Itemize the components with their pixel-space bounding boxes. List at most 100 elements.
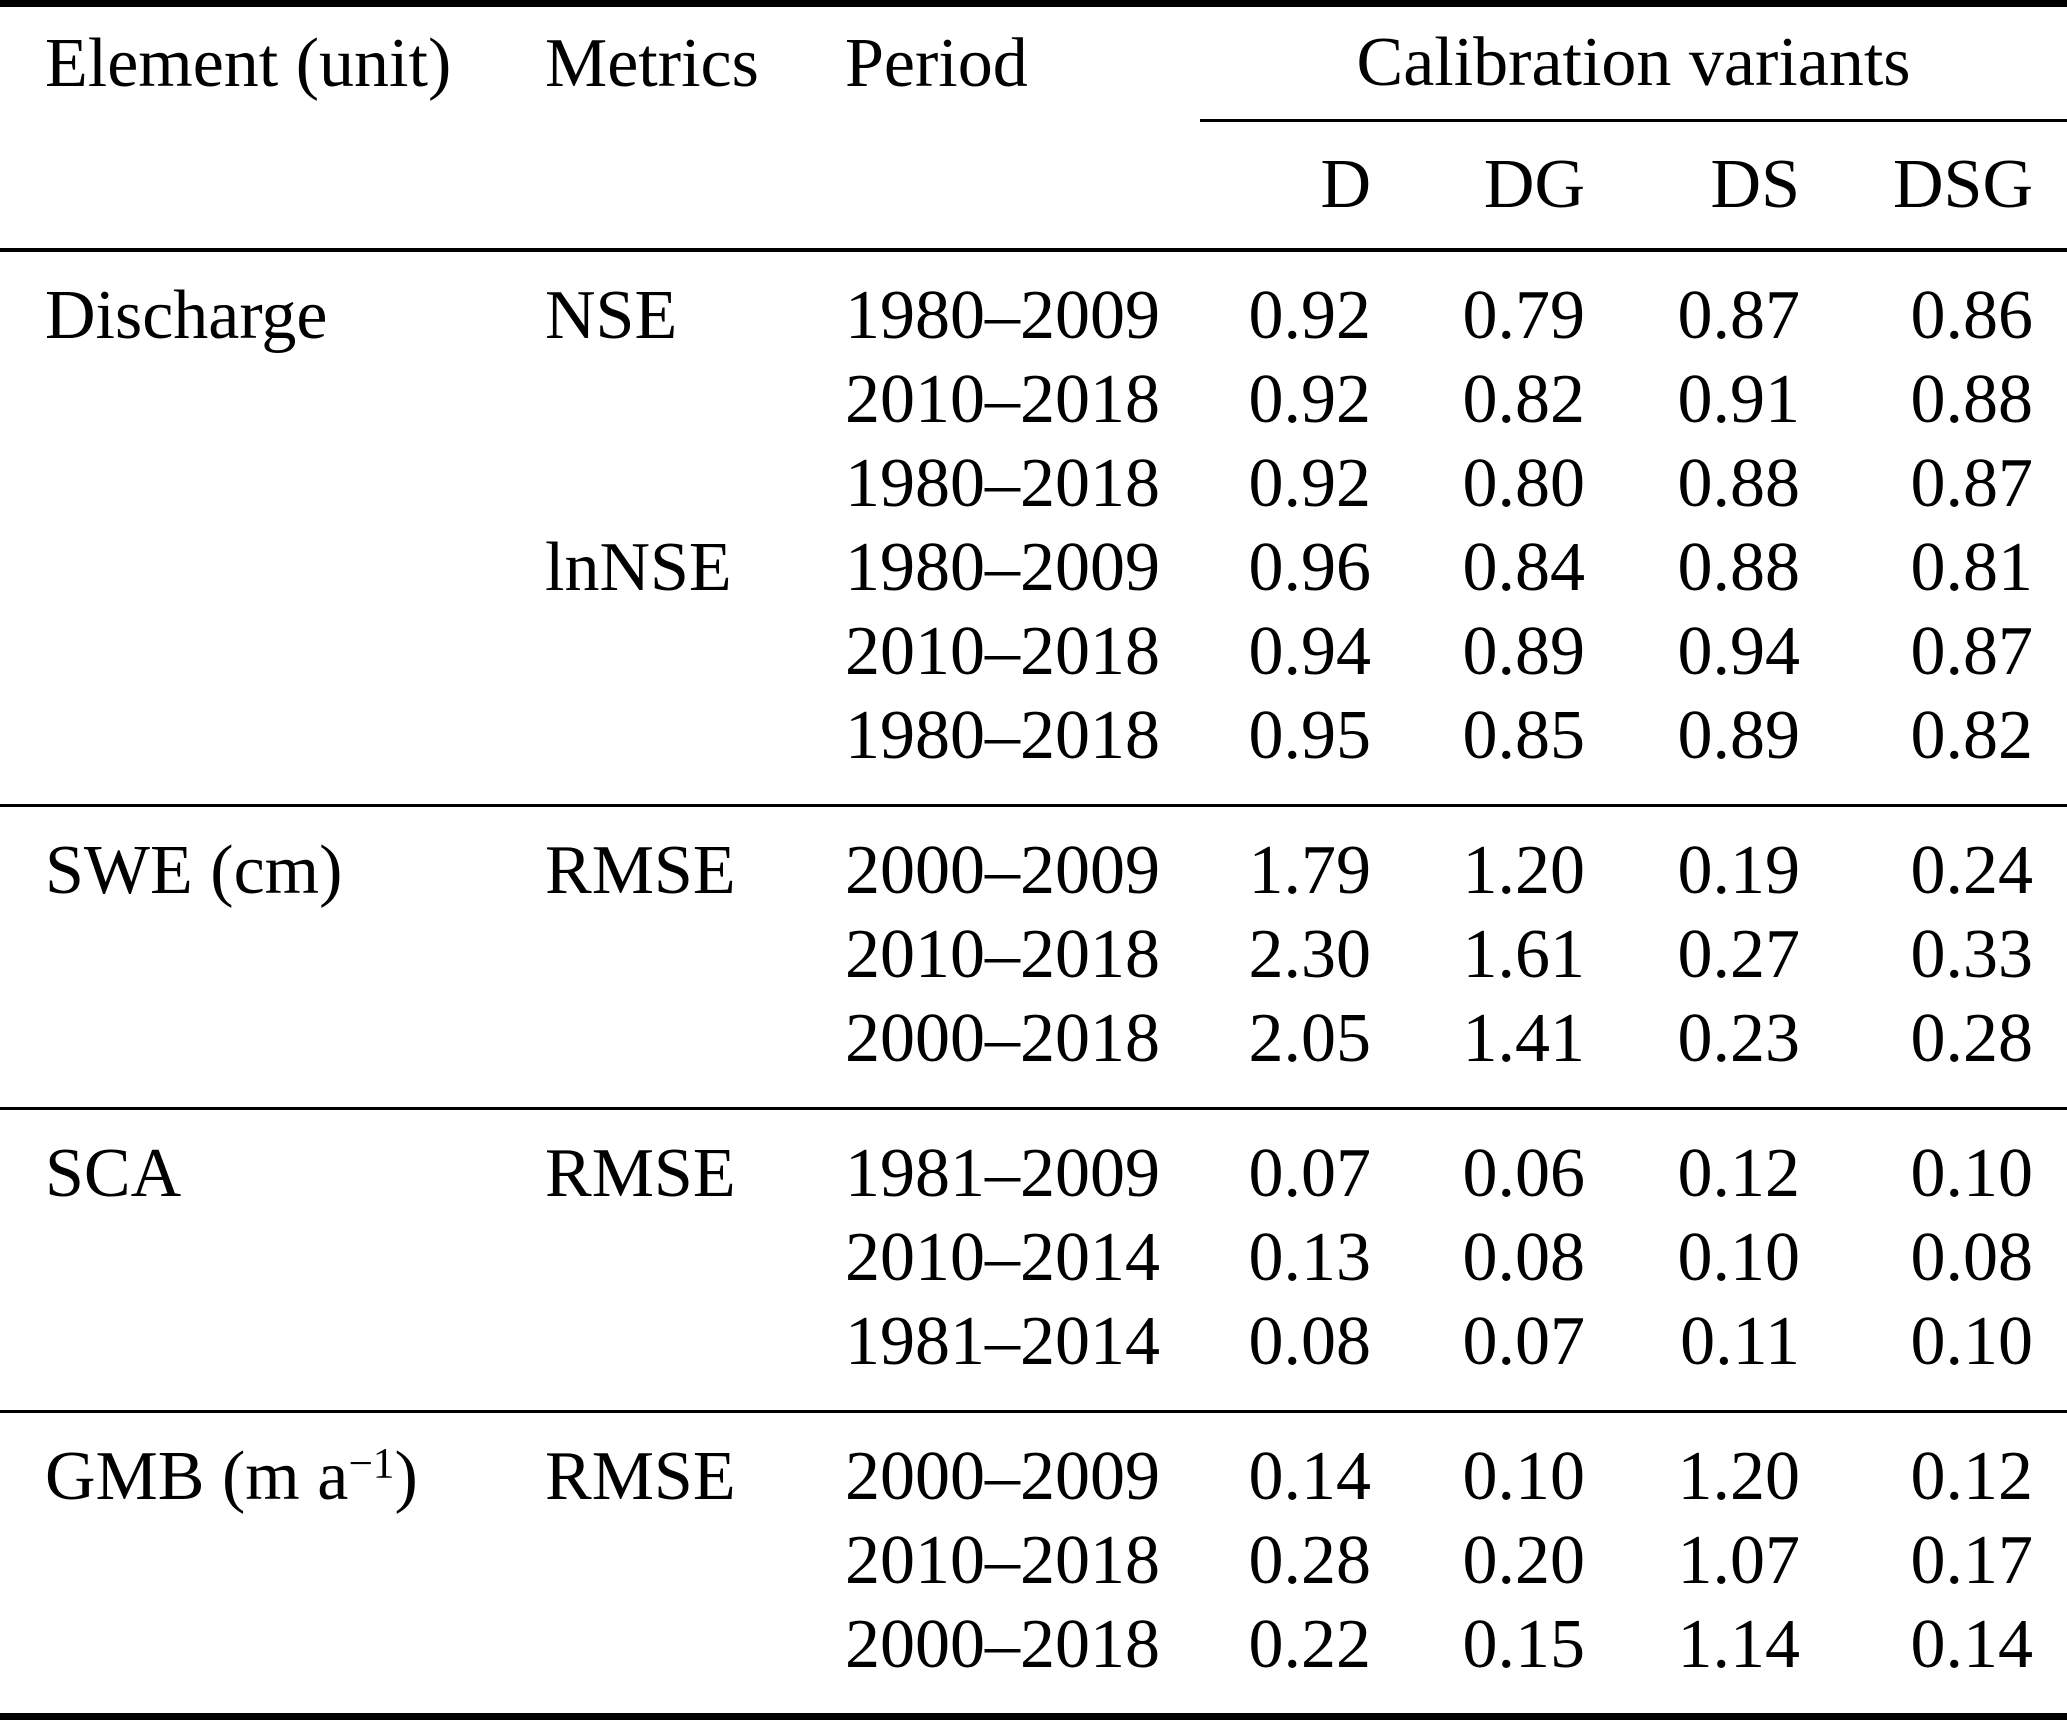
cell-element: SCA bbox=[0, 1107, 545, 1216]
table-row: GMB (m a−1) RMSE 2000–2009 0.14 0.10 1.2… bbox=[0, 1410, 2067, 1519]
cell-value: 2.30 bbox=[1248, 916, 1372, 993]
cell-value: 0.11 bbox=[1680, 1303, 1800, 1380]
header-row-variants: D DG DS DSG bbox=[0, 120, 2067, 252]
cell-value: 0.08 bbox=[1910, 1219, 2034, 1296]
section-gmb: GMB (m a−1) RMSE 2000–2009 0.14 0.10 1.2… bbox=[0, 1410, 2067, 1717]
cell-value: 0.82 bbox=[1910, 697, 2034, 774]
col-header-dsg: DSG bbox=[1800, 120, 2067, 252]
cell-metrics bbox=[545, 997, 845, 1109]
cell-value: 1.41 bbox=[1462, 1000, 1586, 1077]
cell-period: 1980–2009 bbox=[845, 529, 1160, 606]
cell-value: 0.82 bbox=[1462, 361, 1586, 438]
cell-period: 2010–2018 bbox=[845, 1522, 1160, 1599]
cell-period: 2010–2018 bbox=[845, 916, 1160, 993]
cell-value: 0.92 bbox=[1200, 248, 1371, 358]
cell-value: 0.15 bbox=[1462, 1606, 1586, 1683]
cell-period: 1980–2018 bbox=[845, 697, 1160, 774]
empty-header-cell bbox=[0, 120, 545, 252]
cell-value: 0.85 bbox=[1462, 697, 1586, 774]
table-row: 2010–2018 0.94 0.89 0.94 0.87 bbox=[0, 610, 2067, 694]
table-row: SWE (cm) RMSE 2000–2009 1.79 1.20 0.19 0… bbox=[0, 804, 2067, 913]
col-header-dg: DG bbox=[1371, 120, 1585, 252]
cell-metrics: RMSE bbox=[545, 804, 845, 913]
cell-metrics bbox=[545, 442, 845, 526]
cell-period: 2000–2009 bbox=[845, 804, 1200, 913]
cell-metrics: RMSE bbox=[545, 1107, 845, 1216]
col-header-element: Element (unit) bbox=[45, 24, 452, 102]
cell-metrics bbox=[545, 610, 845, 694]
cell-value: 1.61 bbox=[1462, 916, 1586, 993]
cell-value: 0.80 bbox=[1462, 445, 1586, 522]
cell-value: 0.95 bbox=[1248, 697, 1372, 774]
cell-value: 0.92 bbox=[1248, 361, 1372, 438]
table-row: 1981–2014 0.08 0.07 0.11 0.10 bbox=[0, 1300, 2067, 1412]
cell-value: 0.79 bbox=[1371, 248, 1585, 358]
cell-period: 2000–2009 bbox=[845, 1410, 1200, 1519]
table-row: 2010–2018 0.92 0.82 0.91 0.88 bbox=[0, 358, 2067, 442]
cell-value: 0.23 bbox=[1677, 1000, 1801, 1077]
header-row-groups: Element (unit) Metrics Period Calibratio… bbox=[0, 3, 2067, 122]
empty-header-cell bbox=[545, 120, 845, 252]
element-text: GMB (m a bbox=[45, 1438, 349, 1515]
cell-value: 0.10 bbox=[1800, 1107, 2067, 1216]
cell-value: 0.88 bbox=[1677, 529, 1801, 606]
cell-value: 0.07 bbox=[1462, 1303, 1586, 1380]
table-row: 1980–2018 0.92 0.80 0.88 0.87 bbox=[0, 442, 2067, 526]
cell-value: 0.19 bbox=[1585, 804, 1800, 913]
cell-value: 0.87 bbox=[1910, 445, 2034, 522]
cell-value: 0.88 bbox=[1910, 361, 2034, 438]
cell-value: 0.86 bbox=[1800, 248, 2067, 358]
cell-value: 1.79 bbox=[1200, 804, 1371, 913]
element-superscript: −1 bbox=[348, 1439, 395, 1488]
cell-value: 0.28 bbox=[1910, 1000, 2034, 1077]
cell-value: 0.20 bbox=[1462, 1522, 1586, 1599]
cell-value: 0.91 bbox=[1677, 361, 1801, 438]
cell-value: 2.05 bbox=[1248, 1000, 1372, 1077]
col-group-header-calibration-variants: Calibration variants bbox=[1200, 3, 2067, 122]
col-header-metrics: Metrics bbox=[545, 24, 759, 102]
cell-value: 0.94 bbox=[1677, 613, 1801, 690]
cell-period: 2000–2018 bbox=[845, 1000, 1160, 1077]
cell-value: 1.20 bbox=[1371, 804, 1585, 913]
cell-value: 1.14 bbox=[1677, 1606, 1801, 1683]
cell-metrics bbox=[545, 1519, 845, 1603]
cell-value: 0.84 bbox=[1462, 529, 1586, 606]
cell-value: 0.92 bbox=[1248, 445, 1372, 522]
table-row: 2010–2018 2.30 1.61 0.27 0.33 bbox=[0, 913, 2067, 997]
cell-value: 0.88 bbox=[1677, 445, 1801, 522]
cell-value: 0.28 bbox=[1248, 1522, 1372, 1599]
cell-element bbox=[0, 1216, 545, 1300]
table-row: 2000–2018 0.22 0.15 1.14 0.14 bbox=[0, 1603, 2067, 1717]
cell-element bbox=[0, 358, 545, 442]
cell-element bbox=[0, 1519, 545, 1603]
cell-value: 1.07 bbox=[1677, 1522, 1801, 1599]
cell-value: 0.89 bbox=[1462, 613, 1586, 690]
cell-period: 2010–2014 bbox=[845, 1219, 1160, 1296]
cell-period: 2010–2018 bbox=[845, 613, 1160, 690]
table-row: lnNSE 1980–2009 0.96 0.84 0.88 0.81 bbox=[0, 526, 2067, 610]
cell-value: 0.94 bbox=[1248, 613, 1372, 690]
cell-element: SWE (cm) bbox=[0, 804, 545, 913]
cell-metrics: lnNSE bbox=[545, 529, 732, 606]
cell-element bbox=[0, 1300, 545, 1412]
table-row: 2000–2018 2.05 1.41 0.23 0.28 bbox=[0, 997, 2067, 1109]
cell-value: 0.33 bbox=[1910, 916, 2034, 993]
col-header-period: Period bbox=[845, 24, 1028, 102]
table-row: SCA RMSE 1981–2009 0.07 0.06 0.12 0.10 bbox=[0, 1107, 2067, 1216]
cell-value: 0.10 bbox=[1910, 1303, 2034, 1380]
cell-value: 0.87 bbox=[1910, 613, 2034, 690]
cell-period: 1980–2009 bbox=[845, 248, 1200, 358]
cell-period: 2000–2018 bbox=[845, 1606, 1160, 1683]
cell-value: 1.20 bbox=[1585, 1410, 1800, 1519]
cell-value: 0.08 bbox=[1462, 1219, 1586, 1296]
cell-value: 0.27 bbox=[1677, 916, 1801, 993]
table-header: Element (unit) Metrics Period Calibratio… bbox=[0, 3, 2067, 252]
cell-value: 0.08 bbox=[1248, 1303, 1372, 1380]
cell-value: 0.87 bbox=[1585, 248, 1800, 358]
cell-element bbox=[0, 997, 545, 1109]
cell-value: 0.96 bbox=[1248, 529, 1372, 606]
cell-element bbox=[0, 610, 545, 694]
empty-header-cell bbox=[845, 120, 1200, 252]
